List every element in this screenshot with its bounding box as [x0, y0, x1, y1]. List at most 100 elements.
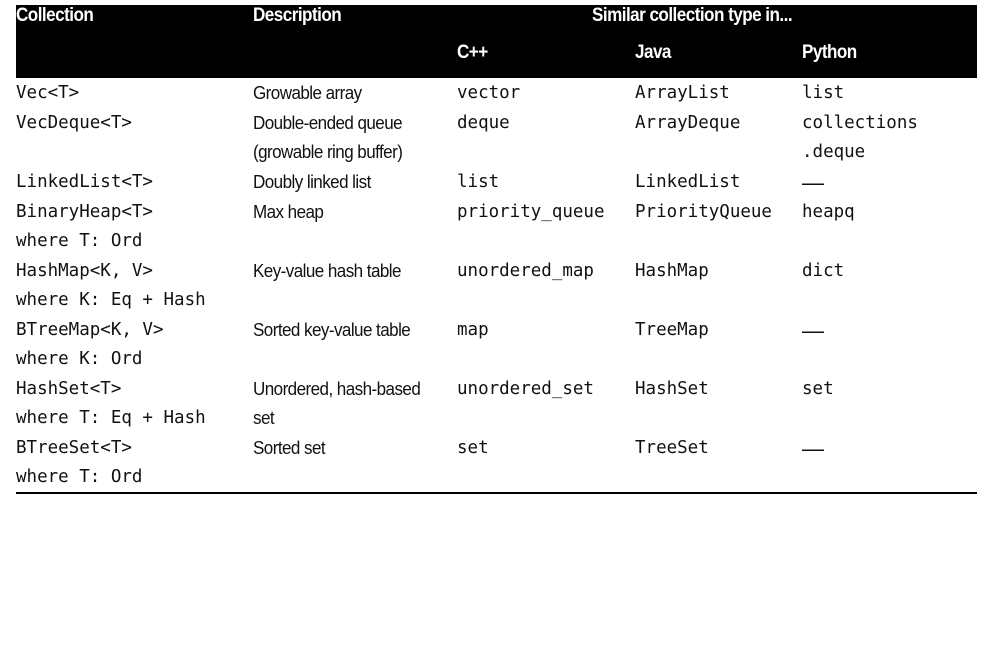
- cell-java-text: ArrayDeque: [635, 108, 802, 138]
- cell-collection-line: HashMap<K, V>: [16, 261, 153, 281]
- cell-description-line: Sorted set: [253, 437, 326, 458]
- table-row: Vec<T> Growable array vector ArrayList list: [16, 78, 977, 108]
- cell-collection: HashSet<T> where T: Eq + Hash: [16, 374, 253, 433]
- cell-python: —: [802, 315, 977, 374]
- cell-description-line: Max heap: [253, 201, 324, 222]
- cell-collection-text: Vec<T>: [16, 78, 253, 108]
- cell-java: LinkedList: [635, 167, 802, 197]
- cell-cpp-text: unordered_set: [457, 374, 635, 404]
- cell-description-line: Doubly linked list: [253, 171, 371, 192]
- cell-java: ArrayList: [635, 78, 802, 108]
- cell-cpp-line: priority_queue: [457, 202, 605, 222]
- cell-description-line: (growable ring buffer): [253, 141, 403, 162]
- cell-cpp-text: list: [457, 167, 635, 197]
- cell-cpp-text: priority_queue: [457, 197, 635, 227]
- cell-description: Key-value hash table: [253, 256, 457, 315]
- cell-cpp: map: [457, 315, 635, 374]
- table-body: Vec<T> Growable array vector ArrayList list V…: [16, 78, 977, 494]
- cell-cpp: priority_queue: [457, 197, 635, 256]
- cell-description: Sorted set: [253, 433, 457, 494]
- table-row: HashMap<K, V> where K: Eq + Hash Key-value…: [16, 256, 977, 315]
- cell-collection-text: HashMap<K, V> where K: Eq + Hash: [16, 256, 253, 315]
- header-empty-2: [253, 42, 437, 78]
- cell-cpp-line: list: [457, 172, 500, 192]
- cell-python: collections .deque: [802, 108, 977, 167]
- cell-cpp-text: vector: [457, 78, 635, 108]
- cell-collection-text: BTreeSet<T> where T: Ord: [16, 433, 253, 492]
- cell-description-text: Unordered, hash-based set: [253, 374, 441, 432]
- cell-java: HashSet: [635, 374, 802, 433]
- cell-description: Doubly linked list: [253, 167, 457, 197]
- cell-java-line: ArrayList: [635, 83, 730, 103]
- cell-java-text: TreeSet: [635, 433, 802, 463]
- cell-java-line: ArrayDeque: [635, 113, 741, 133]
- cell-collection: VecDeque<T>: [16, 108, 253, 167]
- cell-cpp: unordered_map: [457, 256, 635, 315]
- table-header: Collection Description Similar collectio…: [16, 5, 977, 78]
- header-row-languages: C++ Java Python: [16, 42, 977, 78]
- table-row: VecDeque<T> Double-ended queue (growable r…: [16, 108, 977, 167]
- cell-collection-line: VecDeque<T>: [16, 113, 132, 133]
- cell-collection-line: BTreeMap<K, V>: [16, 320, 164, 340]
- cell-collection-line: BTreeSet<T>: [16, 438, 132, 458]
- cell-python-line: —: [802, 318, 824, 343]
- cell-cpp-text: set: [457, 433, 635, 463]
- cell-collection: HashMap<K, V> where K: Eq + Hash: [16, 256, 253, 315]
- cell-description-text: Key-value hash table: [253, 256, 441, 285]
- cell-collection-text: BinaryHeap<T> where T: Ord: [16, 197, 253, 256]
- cell-python-line: dict: [802, 261, 845, 281]
- cell-collection: BTreeMap<K, V> where K: Ord: [16, 315, 253, 374]
- cell-python-text: —: [802, 433, 977, 463]
- header-row-top: Collection Description Similar collectio…: [16, 5, 977, 42]
- cell-cpp-line: map: [457, 320, 489, 340]
- header-java: Java: [635, 42, 671, 63]
- cell-collection-line: where K: Eq + Hash: [16, 290, 206, 310]
- cell-java-line: TreeSet: [635, 438, 709, 458]
- cell-java-text: TreeMap: [635, 315, 802, 345]
- cell-description-line: Key-value hash table: [253, 260, 401, 281]
- cell-python-line: —: [802, 170, 824, 195]
- cell-python: list: [802, 78, 977, 108]
- table-row: LinkedList<T> Doubly linked list list Linke…: [16, 167, 977, 197]
- cell-description: Sorted key-value table: [253, 315, 457, 374]
- table-row: BinaryHeap<T> where T: Ord Max heap priorit…: [16, 197, 977, 256]
- cell-java: PriorityQueue: [635, 197, 802, 256]
- cell-description-line: Double-ended queue: [253, 112, 403, 133]
- cell-cpp: set: [457, 433, 635, 494]
- cell-collection: Vec<T>: [16, 78, 253, 108]
- cell-cpp-line: unordered_set: [457, 379, 594, 399]
- cell-description: Growable array: [253, 78, 457, 108]
- cell-description: Unordered, hash-based set: [253, 374, 457, 433]
- cell-python-text: collections .deque: [802, 108, 977, 167]
- header-python: Python: [802, 42, 857, 63]
- cell-cpp-line: vector: [457, 83, 521, 103]
- cell-python-line: .deque: [802, 142, 866, 162]
- cell-collection-text: BTreeMap<K, V> where K: Ord: [16, 315, 253, 374]
- header-similar: Similar collection type in...: [457, 5, 925, 42]
- cell-cpp: deque: [457, 108, 635, 167]
- cell-java-line: TreeMap: [635, 320, 709, 340]
- cell-java: ArrayDeque: [635, 108, 802, 167]
- cell-python-text: set: [802, 374, 977, 404]
- cell-description: Double-ended queue (growable ring buffer): [253, 108, 457, 167]
- cell-description-text: Growable array: [253, 78, 441, 107]
- cell-java-text: ArrayList: [635, 78, 802, 108]
- cell-python-line: —: [802, 436, 824, 461]
- cell-java-text: HashMap: [635, 256, 802, 286]
- cell-collection-line: Vec<T>: [16, 83, 80, 103]
- cell-python-text: dict: [802, 256, 977, 286]
- cell-python: dict: [802, 256, 977, 315]
- cell-description-line: Sorted key-value table: [253, 319, 411, 340]
- header-similar-label: Similar collection type in...: [592, 5, 793, 26]
- table-row: HashSet<T> where T: Eq + Hash Unordered, h…: [16, 374, 977, 433]
- cell-collection-line: BinaryHeap<T>: [16, 202, 153, 222]
- cell-java-line: PriorityQueue: [635, 202, 772, 222]
- cell-java: TreeSet: [635, 433, 802, 494]
- cell-collection-text: VecDeque<T>: [16, 108, 253, 138]
- cell-collection: LinkedList<T>: [16, 167, 253, 197]
- cell-collection-line: where T: Ord: [16, 231, 143, 251]
- cell-python-text: list: [802, 78, 977, 108]
- cell-python: —: [802, 167, 977, 197]
- cell-description-line: set: [253, 407, 275, 428]
- cell-python: heapq: [802, 197, 977, 256]
